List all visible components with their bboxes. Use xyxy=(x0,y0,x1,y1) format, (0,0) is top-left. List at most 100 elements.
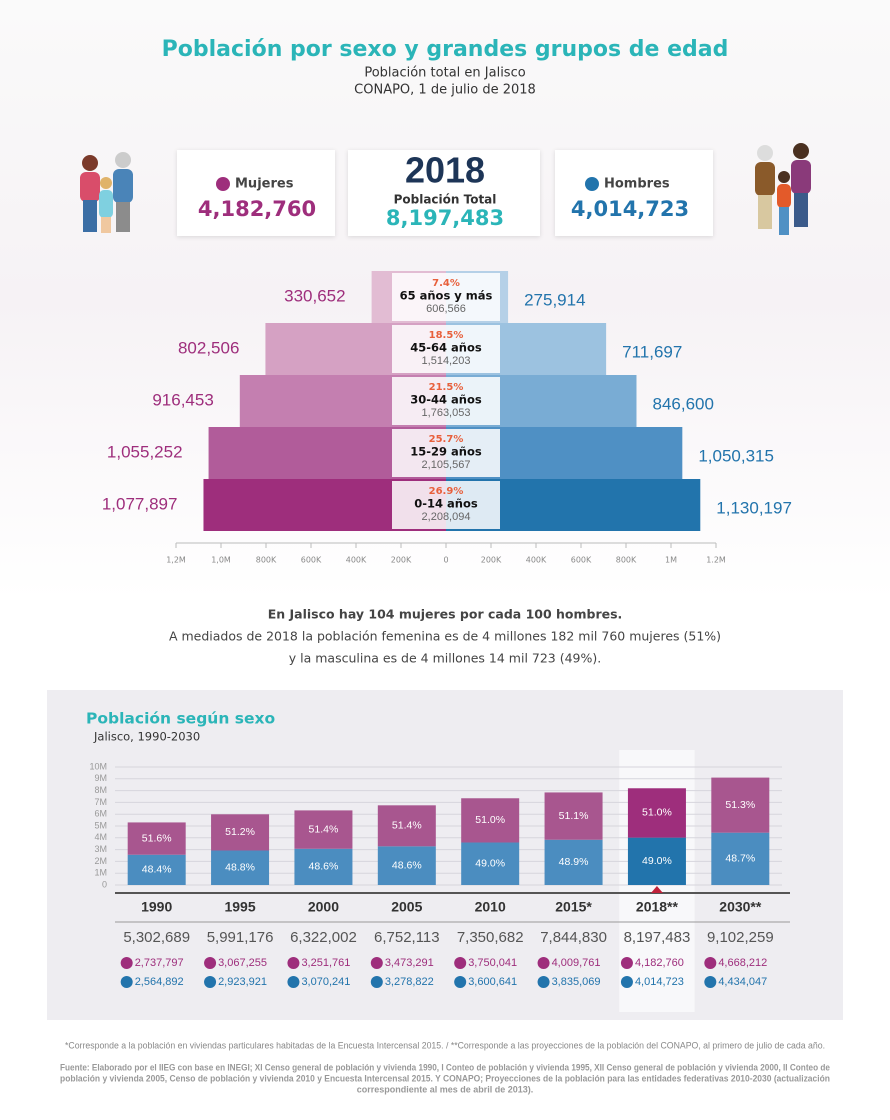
total-label: Población Total xyxy=(394,193,497,207)
women-bar xyxy=(127,822,186,855)
value-label: 3,067,255 xyxy=(218,957,267,969)
share-label: 51.4% xyxy=(309,823,339,835)
total-label: 5,302,689 xyxy=(123,929,190,946)
group-total-label: 2,105,567 xyxy=(422,459,471,471)
men-value-label: 846,600 xyxy=(652,394,713,413)
share-label: 49.0% xyxy=(642,855,672,867)
women-value-label: 802,506 xyxy=(178,338,239,357)
y-tick-label: 10M xyxy=(89,761,107,771)
age-group-label: 65 años y más xyxy=(400,289,493,303)
year: 2018 xyxy=(405,150,485,191)
value-label: 3,835,069 xyxy=(552,976,601,988)
share-label: 48.9% xyxy=(559,856,589,868)
women-icon xyxy=(120,957,133,969)
source-note: correspondiente al mes de abril de 2013)… xyxy=(357,1084,534,1094)
highlight-marker xyxy=(650,886,663,893)
age-group-label: 45-64 años xyxy=(410,341,482,355)
y-tick-label: 4M xyxy=(94,832,107,842)
group-total-label: 1,514,203 xyxy=(422,355,471,367)
y-tick-label: 9M xyxy=(94,773,107,783)
x-tick-label: 600K xyxy=(571,556,592,565)
men-value-label: 711,697 xyxy=(622,342,682,361)
share-label: 25.7% xyxy=(429,434,464,445)
group-total-label: 606,566 xyxy=(426,303,466,315)
chart-subtitle: Jalisco, 1990-2030 xyxy=(93,730,200,744)
women-bar xyxy=(461,798,520,843)
category-label: 2030** xyxy=(719,899,762,915)
share-label: 7.4% xyxy=(432,278,460,289)
share-label: 51.2% xyxy=(225,826,255,838)
total-label: 6,322,002 xyxy=(290,929,357,946)
women-value-label: 1,077,897 xyxy=(102,494,178,513)
share-label: 49.0% xyxy=(475,858,505,870)
men-label: Hombres xyxy=(604,177,670,192)
women-value-label: 916,453 xyxy=(152,390,213,409)
men-illustration xyxy=(755,143,811,235)
women-icon xyxy=(216,177,230,191)
total-label: 7,844,830 xyxy=(540,929,607,946)
men-bar xyxy=(127,854,186,885)
x-tick-label: 800K xyxy=(616,556,637,565)
share-label: 48.6% xyxy=(309,861,339,873)
women-bar xyxy=(294,810,353,849)
share-label: 51.0% xyxy=(642,807,672,819)
subtitle: Población total en Jalisco xyxy=(364,66,525,81)
men-icon xyxy=(704,976,717,988)
label-box xyxy=(392,325,500,373)
x-tick-label: 600K xyxy=(301,556,322,565)
source-line: CONAPO, 1 de julio de 2018 xyxy=(354,83,536,98)
women-value-label: 1,055,252 xyxy=(107,442,183,461)
men-bar xyxy=(627,837,686,885)
women-icon xyxy=(370,957,383,969)
ratio-note: En Jalisco hay 104 mujeres por cada 100 … xyxy=(268,607,623,622)
x-tick-label: 400K xyxy=(346,556,367,565)
label-box xyxy=(392,377,500,425)
value-label: 4,014,723 xyxy=(635,976,684,988)
women-bar xyxy=(211,814,270,851)
value-label: 4,668,212 xyxy=(718,957,767,969)
value-label: 3,278,822 xyxy=(385,976,434,988)
x-tick-label: 1M xyxy=(665,556,677,565)
men-bar xyxy=(461,842,520,885)
men-bar xyxy=(711,832,770,885)
note-line: y la masculina es de 4 millones 14 mil 7… xyxy=(289,651,601,666)
men-card xyxy=(555,150,713,236)
share-label: 51.6% xyxy=(142,832,172,844)
women-icon xyxy=(620,957,633,969)
label-box xyxy=(392,429,500,477)
total-label: 9,102,259 xyxy=(707,929,774,946)
men-value-label: 275,914 xyxy=(524,290,585,309)
share-label: 51.1% xyxy=(559,810,589,822)
men-icon xyxy=(370,976,383,988)
men-bar xyxy=(544,839,603,885)
category-label: 2018** xyxy=(636,899,679,915)
share-label: 48.7% xyxy=(725,853,755,865)
y-tick-label: 1M xyxy=(94,868,107,878)
label-box xyxy=(392,273,500,321)
footnote: *Corresponde a la población en viviendas… xyxy=(65,1040,825,1050)
x-tick-label: 200K xyxy=(481,556,502,565)
value-label: 4,009,761 xyxy=(552,957,601,969)
men-icon xyxy=(120,976,133,988)
men-icon xyxy=(454,976,467,988)
women-icon xyxy=(287,957,300,969)
men-bar xyxy=(377,846,436,885)
value-label: 3,251,761 xyxy=(301,957,350,969)
women-bar xyxy=(377,805,436,847)
men-icon xyxy=(620,976,633,988)
note-line: A mediados de 2018 la población femenina… xyxy=(169,629,721,644)
women-card xyxy=(177,150,335,236)
men-bar xyxy=(294,848,353,885)
age-group-label: 15-29 años xyxy=(410,445,482,459)
x-tick-label: 1,0M xyxy=(211,556,231,565)
category-label: 2015* xyxy=(555,899,592,915)
x-tick-label: 0 xyxy=(443,556,448,565)
value-label: 4,434,047 xyxy=(718,976,767,988)
value-label: 2,564,892 xyxy=(135,976,184,988)
women-label: Mujeres xyxy=(235,177,294,192)
age-group-label: 30-44 años xyxy=(410,393,482,407)
y-tick-label: 6M xyxy=(94,809,107,819)
total-card xyxy=(348,150,540,236)
source-note: población y vivienda 2005, Censo de pobl… xyxy=(60,1073,830,1083)
